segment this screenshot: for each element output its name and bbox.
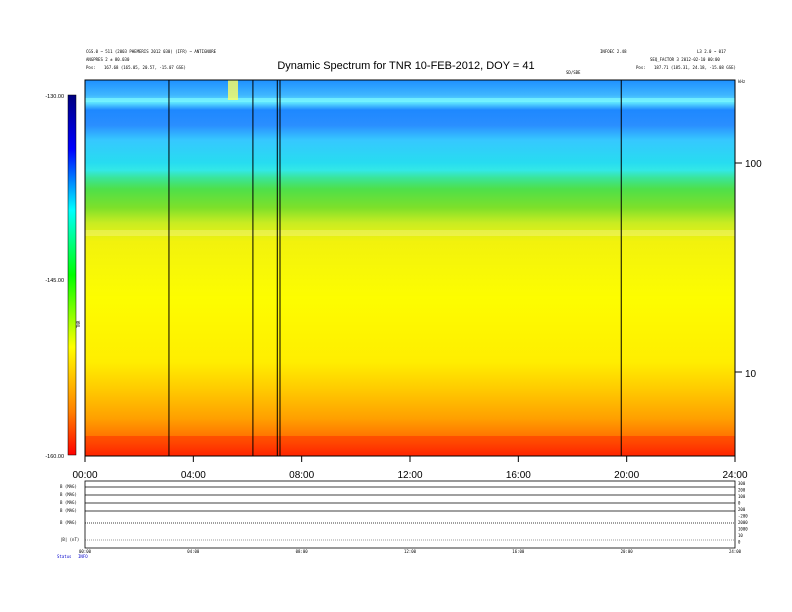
header-left-pos: 167.68 (165.05, 20.57, -15.07 GSE) xyxy=(104,65,186,70)
spectrogram-low-band xyxy=(85,436,735,456)
panel-x-tick: 08:00 xyxy=(296,549,309,554)
colorbar-tick-mid: -145.00 xyxy=(45,278,64,284)
colorbar-tick-top: -130.00 xyxy=(45,94,64,100)
panel-x-tick: 24:00 xyxy=(729,549,742,554)
spectrogram-bright-band xyxy=(85,98,735,102)
x-tick-label: 04:00 xyxy=(181,470,206,481)
chart-title: Dynamic Spectrum for TNR 10-FEB-2012, DO… xyxy=(277,60,534,72)
panel-labels: B (MAG) B (MAG) B (MAG) B (MAG) B (MAG) |B| (… xyxy=(60,484,79,542)
panel-x-ticks: 00:00 04:00 08:00 12:00 16:00 20:00 24:00 xyxy=(79,549,742,554)
panel-right-tick: 10 xyxy=(738,533,743,538)
panel-x-tick: 20:00 xyxy=(621,549,634,554)
panel-x-tick: 12:00 xyxy=(404,549,417,554)
x-tick-label: 08:00 xyxy=(289,470,314,481)
panel-right-tick: 1000 xyxy=(738,527,748,532)
panel-right-tick: 200 xyxy=(738,507,746,512)
panel-x-tick: 00:00 xyxy=(79,549,92,554)
panel-x-tick: 16:00 xyxy=(512,549,525,554)
header-center-sub: SD/SBE xyxy=(566,70,581,75)
x-tick-label: 24:00 xyxy=(722,470,747,481)
panel-label: B (MAG) xyxy=(60,492,77,497)
panel-right-tick: 2000 xyxy=(738,520,748,525)
colorbar xyxy=(68,95,76,455)
header-right-line1: INFOEC 2.48 xyxy=(600,49,627,54)
header-left-pos-label: Pos: xyxy=(86,65,96,70)
panel-right-tick: 0 xyxy=(738,501,741,506)
colorbar-label: TNR xyxy=(76,320,81,328)
y-tick-10: 10 xyxy=(745,369,757,380)
header-left-line1: CGS.0 ~ 511 (2003 PHEMERIS 2012 030) (IF… xyxy=(86,49,217,54)
spectrogram-plot xyxy=(84,79,736,457)
panel-right-tick: 100 xyxy=(738,494,746,499)
header-right-pos: 187.71 (185.31, 24.18, -15.08 GSE) xyxy=(654,65,736,70)
footer-status: Status xyxy=(57,554,72,559)
header-left-line2: ANGPRES 2 ± 80.030 xyxy=(86,57,130,62)
x-tick-label: 16:00 xyxy=(506,470,531,481)
spectrogram-background xyxy=(85,80,735,456)
panel-label: B (MAG) xyxy=(60,508,77,513)
header-right-line3: SEQ_FACTOR 3 2012-02-10 00:00 xyxy=(650,57,720,62)
panel-label: B (MAG) xyxy=(60,500,77,505)
header-right-pos-label: Pos: xyxy=(636,65,646,70)
x-tick-label: 12:00 xyxy=(397,470,422,481)
panel-right-tick: 0 xyxy=(738,540,741,545)
time-series-panels: B (MAG) B (MAG) B (MAG) B (MAG) B (MAG) |B| (… xyxy=(57,480,748,559)
panel-label: B (MAG) xyxy=(60,520,77,525)
x-tick-label: 00:00 xyxy=(72,470,97,481)
panel-x-tick: 04:00 xyxy=(187,549,200,554)
colorbar-tick-bottom: -160.00 xyxy=(45,454,64,460)
x-axis: 00:00 04:00 08:00 12:00 16:00 20:00 24:00 xyxy=(72,456,748,481)
x-tick-label: 20:00 xyxy=(614,470,639,481)
panel-right-tick: -200 xyxy=(738,514,748,519)
header-right-line2: L3 2.0 ~ 017 xyxy=(697,49,726,54)
spectrogram-burst xyxy=(228,80,238,100)
panel-label: |B| (nT) xyxy=(60,537,79,542)
y-tick-100: 100 xyxy=(745,159,762,170)
vertical-markers xyxy=(168,80,622,456)
panel-traces xyxy=(85,486,735,541)
panel-right-tick: 300 xyxy=(738,481,746,486)
spectrogram-bright-line xyxy=(85,230,735,236)
panel-right-tick: 200 xyxy=(738,488,746,493)
colorbar-frame xyxy=(67,94,77,456)
panel-label: B (MAG) xyxy=(60,484,77,489)
header-corner-unit: kHz xyxy=(738,79,746,84)
footer-code: INFO xyxy=(78,554,88,559)
panel-frame xyxy=(84,480,736,549)
